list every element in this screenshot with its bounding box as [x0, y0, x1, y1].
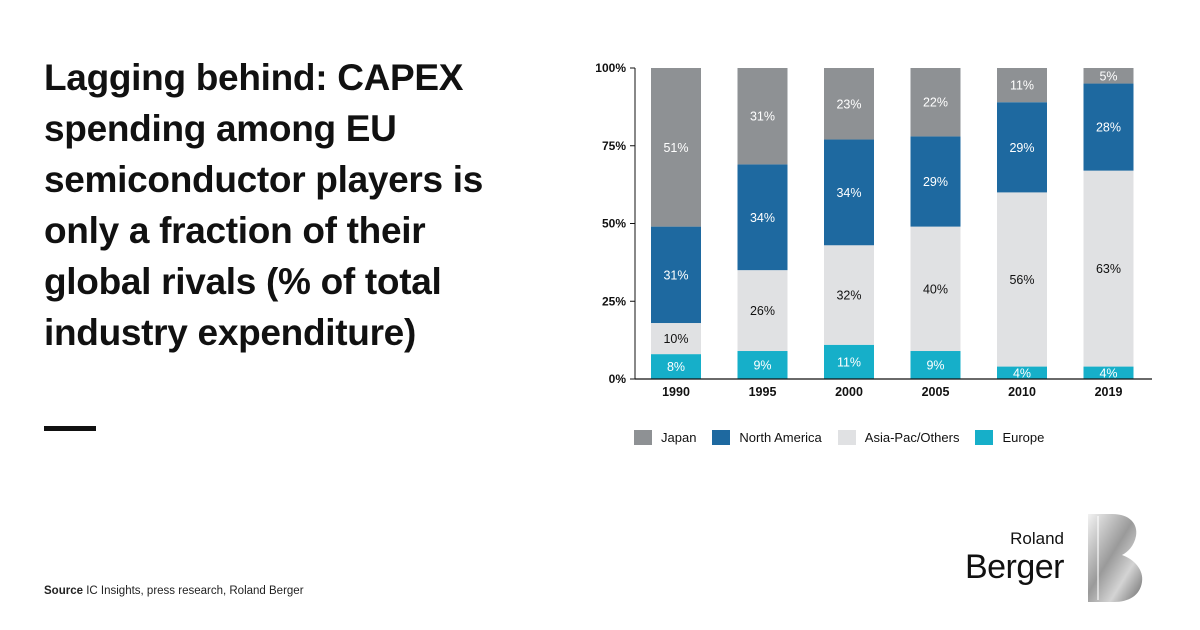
bar-segment-europe-2010 — [997, 366, 1047, 379]
legend-item-japan: Japan — [634, 430, 696, 445]
data-label: 31% — [750, 110, 775, 124]
chart-legend: Japan North America Asia-Pac/Others Europe — [634, 430, 1060, 445]
source-note: Source IC Insights, press research, Rola… — [44, 585, 304, 597]
data-label: 40% — [923, 282, 948, 296]
roland-berger-logo: Roland Berger — [965, 514, 1152, 602]
data-label: 8% — [667, 360, 685, 374]
bar-segment-europe-2005 — [910, 351, 961, 379]
bar-segment-asia-pac-others-2005 — [910, 226, 961, 352]
x-tick-label: 1990 — [662, 385, 690, 399]
legend-swatch — [837, 430, 856, 445]
data-label: 29% — [1009, 141, 1034, 155]
bar-segment-asia-pac-others-1990 — [651, 323, 701, 355]
data-label: 4% — [1099, 366, 1117, 380]
bar-segment-japan-2019 — [1083, 68, 1134, 84]
bar-segment-asia-pac-others-2000 — [824, 245, 874, 345]
x-tick-label: 2000 — [835, 385, 863, 399]
x-tick-label: 1995 — [749, 385, 777, 399]
data-label: 34% — [836, 186, 861, 200]
logo-text-berger: Berger — [964, 548, 1065, 586]
data-label: 31% — [663, 268, 688, 282]
x-tick-label: 2019 — [1095, 385, 1123, 399]
x-tick-label: 2010 — [1008, 385, 1036, 399]
legend-item-asia-pac-others: Asia-Pac/Others — [837, 430, 960, 445]
bar-segment-japan-1990 — [651, 68, 701, 227]
bar-segment-north-america-1995 — [737, 164, 788, 271]
legend-swatch — [975, 430, 994, 445]
data-label: 28% — [1096, 121, 1121, 135]
chart-title: Lagging behind: CAPEX spending among EU … — [44, 57, 484, 353]
logo-b-mark-icon — [1088, 514, 1143, 602]
legend-label: North America — [739, 430, 822, 445]
data-label: 26% — [750, 304, 775, 318]
y-tick-label: 100% — [595, 61, 626, 75]
data-label: 32% — [836, 289, 861, 303]
y-tick-label: 75% — [602, 139, 626, 153]
legend-label: Europe — [1002, 430, 1045, 445]
data-label: 56% — [1009, 273, 1034, 287]
y-tick-label: 25% — [602, 294, 626, 308]
bar-segment-asia-pac-others-2010 — [997, 192, 1047, 367]
legend-swatch — [712, 430, 731, 445]
data-label: 9% — [926, 359, 944, 373]
data-label: 11% — [1010, 79, 1034, 93]
data-label: 4% — [1013, 366, 1031, 380]
bar-segment-north-america-2019 — [1083, 83, 1134, 171]
legend-label: Asia-Pac/Others — [864, 430, 960, 445]
data-label: 63% — [1096, 262, 1121, 276]
title-divider — [44, 426, 96, 431]
bar-segment-japan-1995 — [737, 68, 788, 165]
stacked-bar-chart: 0% 25% 50% 75% 100% 8% 10% 31% 51% 1990 9% 26% 34% 31… — [595, 61, 1152, 399]
data-label: 22% — [923, 96, 948, 110]
legend-swatch — [634, 430, 652, 445]
bar-segment-japan-2005 — [910, 68, 961, 137]
bar-segment-japan-2010 — [997, 68, 1047, 103]
bar-segment-europe-1995 — [737, 351, 788, 379]
bar-segment-europe-1990 — [651, 354, 701, 379]
bar-segment-north-america-2000 — [824, 139, 874, 246]
bar-segment-north-america-2010 — [997, 102, 1047, 193]
y-tick-label: 0% — [609, 372, 627, 386]
y-tick-label: 50% — [602, 217, 626, 231]
bar-segment-asia-pac-others-2019 — [1083, 170, 1134, 367]
data-label: 5% — [1099, 69, 1117, 83]
data-label: 34% — [750, 211, 775, 225]
data-label: 29% — [923, 175, 948, 189]
bar-segment-europe-2000 — [824, 344, 874, 379]
bar-segment-north-america-1990 — [651, 226, 701, 324]
data-label: 23% — [836, 97, 861, 111]
legend-label: Japan — [661, 430, 697, 445]
bar-segment-north-america-2005 — [910, 136, 961, 227]
bar-segment-europe-2019 — [1083, 366, 1134, 379]
legend-item-europe: Europe — [975, 430, 1044, 445]
source-label: Source — [44, 585, 83, 597]
source-text: IC Insights, press research, Roland Berg… — [86, 585, 304, 597]
data-label: 10% — [663, 332, 688, 346]
bar-segment-japan-2000 — [824, 68, 874, 140]
legend-item-north-america: North America — [712, 430, 822, 445]
bar-segment-asia-pac-others-1995 — [737, 270, 788, 352]
data-label: 9% — [753, 359, 771, 373]
data-label: 11% — [837, 355, 861, 369]
logo-text-roland: Roland — [1010, 529, 1064, 548]
x-tick-label: 2005 — [922, 385, 950, 399]
data-label: 51% — [663, 141, 688, 155]
